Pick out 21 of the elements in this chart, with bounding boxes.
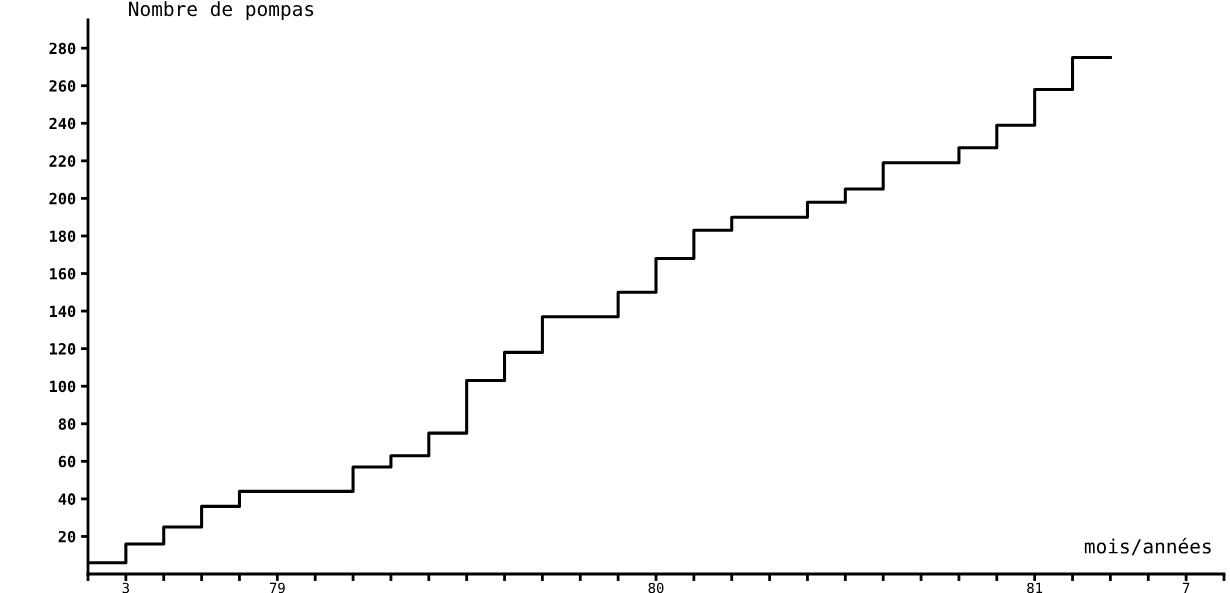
- y-tick-label: 280: [49, 42, 76, 55]
- x-tick-label: 80: [648, 582, 664, 593]
- y-tick-label: 180: [50, 230, 76, 242]
- y-tick-label: 100: [50, 380, 76, 393]
- y-tick-label: 40: [58, 493, 76, 505]
- y-tick-label: 240: [49, 117, 76, 130]
- y-tick-label: 260: [49, 80, 76, 92]
- y-tick-label: 20: [58, 530, 76, 543]
- x-tick-label: 81: [1027, 582, 1043, 593]
- y-tick-label: 200: [49, 192, 76, 205]
- y-tick-label: 160: [50, 267, 76, 280]
- y-tick-label: 220: [49, 155, 76, 167]
- y-tick-label: 80: [58, 418, 76, 430]
- x-tick-label: 79: [269, 582, 285, 593]
- y-tick-label: 120: [50, 343, 76, 355]
- y-axis-title: Nombre de pompas: [129, 1, 314, 20]
- x-tick-label: 3: [122, 582, 129, 593]
- y-tick-label: 60: [58, 455, 76, 468]
- x-tick-label: 7: [1182, 582, 1190, 593]
- x-axis-title: mois/années: [1084, 537, 1211, 556]
- y-tick-label: 140: [50, 305, 76, 318]
